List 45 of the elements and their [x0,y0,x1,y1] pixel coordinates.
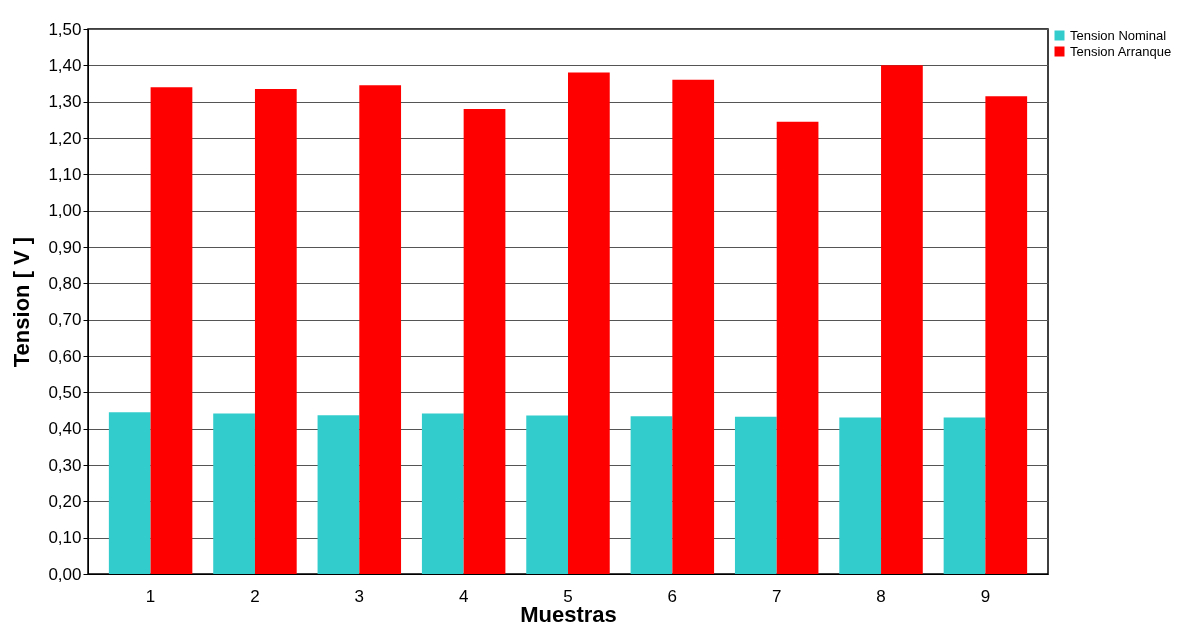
y-tick-label: 0,40 [48,419,82,439]
y-tick-label: 0,20 [48,491,82,511]
x-tick-label: 7 [771,586,782,606]
x-tick-label: 4 [458,586,469,606]
bar [943,417,986,574]
y-tick-label: 0,10 [48,528,82,548]
y-tick-label: 0,60 [48,346,82,366]
bar [359,85,402,574]
y-tick-label: 1,40 [48,55,82,75]
legend-label: Tension Arranque [1070,43,1172,59]
bar [734,416,777,574]
y-tick-label: 1,10 [48,164,82,184]
x-tick-label: 6 [667,586,678,606]
bar [254,88,297,574]
y-axis-title: Tension [ V ] [9,236,35,368]
y-tick-label: 1,30 [48,92,82,112]
y-tick-label: 1,20 [48,128,82,148]
legend-label: Tension Nominal [1070,27,1167,43]
bar [839,417,882,574]
bar [150,87,193,574]
bar [985,96,1028,574]
bar [421,413,464,574]
y-tick-label: 0,50 [48,382,82,402]
bar [213,413,255,574]
bar [108,412,151,574]
bar [630,416,673,574]
bar [776,121,819,574]
bar [881,65,923,574]
x-tick-label: 1 [145,586,156,606]
y-tick-label: 0,90 [48,237,82,257]
y-tick-label: 0,70 [48,310,82,330]
bar [317,415,360,574]
x-tick-label: 2 [250,586,260,606]
x-tick-label: 8 [876,586,886,606]
bar [463,108,506,574]
y-tick-label: 0,00 [48,564,82,584]
bar [526,415,568,574]
y-tick-label: 0,30 [48,455,82,475]
bar [672,79,715,574]
y-tick-label: 0,80 [48,273,82,293]
x-tick-label: 3 [354,586,365,606]
x-tick-label: 9 [980,586,991,606]
y-tick-label: 1,50 [48,19,82,39]
y-tick-label: 1,00 [48,201,82,221]
bar [568,72,610,574]
